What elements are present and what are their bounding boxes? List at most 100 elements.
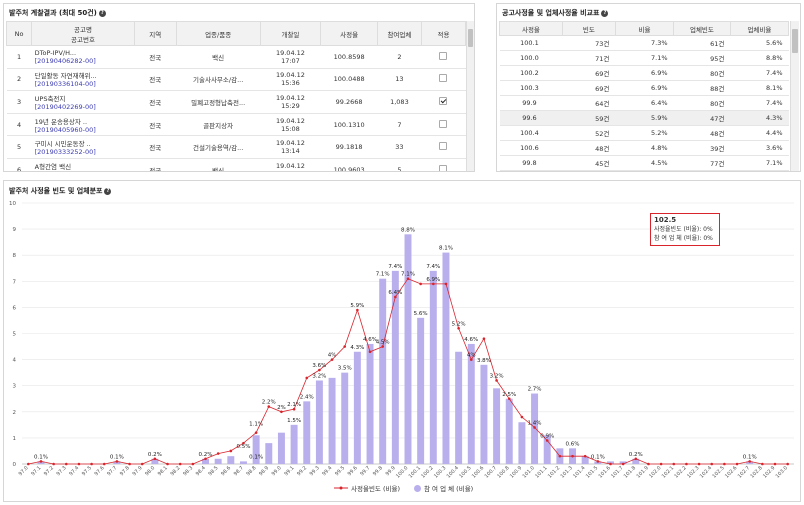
table-row[interactable]: 99.9 64건 6.4% 80건 7.4% bbox=[499, 95, 789, 111]
table-row[interactable]: 3 UPS축전지 [20190402269-00] 전국 밀폐고정형납축전... 19.0… bbox=[6, 90, 466, 114]
bar-mark bbox=[151, 458, 159, 464]
date-day: 19.04.12 bbox=[275, 93, 305, 102]
legend-line-item[interactable]: 사정율빈도 (비율) bbox=[334, 483, 400, 493]
help-icon[interactable]: ? bbox=[601, 9, 609, 17]
table-row[interactable]: 100.6 48건 4.8% 39건 3.6% bbox=[499, 140, 789, 156]
row-count: 2 bbox=[377, 45, 422, 69]
notice-name[interactable]: A형간염 백신 bbox=[34, 162, 72, 171]
compare-cell: 3.6% bbox=[730, 140, 789, 156]
notice-code[interactable]: [20190333252-00] bbox=[34, 148, 96, 157]
row-no: 4 bbox=[6, 113, 32, 137]
notice-name[interactable]: 구미시 시민운동장 .. bbox=[34, 140, 91, 149]
y-tick-label: 5 bbox=[13, 332, 17, 338]
table-row[interactable]: 100.1 73건 7.3% 61건 5.6% bbox=[499, 35, 789, 51]
table-row[interactable]: 100.0 71건 7.1% 95건 8.8% bbox=[499, 50, 789, 66]
row-notice[interactable]: 구미시 시민운동장 .. [20190333252-00] bbox=[31, 135, 135, 159]
row-notice[interactable]: UPS축전지 [20190402269-00] bbox=[31, 90, 135, 114]
table-row[interactable]: 5 구미시 시민운동장 .. [20190333252-00] 전국 건설기술용역/감.… bbox=[6, 135, 466, 159]
notice-name[interactable]: UPS축전지 bbox=[34, 94, 66, 103]
row-notice[interactable]: A형간염 백신[20190405861-00] bbox=[31, 158, 135, 171]
apply-checkbox[interactable] bbox=[439, 142, 448, 151]
x-tick-label: 103.0 bbox=[775, 465, 789, 479]
table-row[interactable]: 99.8 45건 4.5% 77건 7.1% bbox=[499, 155, 789, 171]
data-label: 3.8% bbox=[477, 358, 491, 364]
data-label: 2.5% bbox=[502, 392, 516, 398]
x-tick-label: 102.1 bbox=[661, 465, 675, 479]
bid-col-header: 지역 bbox=[133, 21, 177, 46]
notice-name[interactable]: DToP-IPV/H... bbox=[34, 48, 77, 57]
compare-cell: 4.3% bbox=[730, 110, 789, 126]
data-label: 0.1% bbox=[743, 454, 757, 460]
line-point bbox=[571, 454, 574, 458]
table-row[interactable]: 100.2 69건 6.9% 80건 7.4% bbox=[499, 65, 789, 81]
compare-col-header: 사정율 bbox=[499, 21, 563, 36]
x-tick-label: 97.0 bbox=[18, 465, 30, 477]
table-row[interactable]: 100.4 52건 5.2% 48건 4.4% bbox=[499, 125, 789, 141]
compare-cell: 59건 bbox=[562, 110, 616, 126]
line-point bbox=[166, 462, 169, 466]
row-region: 전국 bbox=[134, 90, 177, 114]
row-notice[interactable]: 단일활동 자연재해위... [20190336104-00] bbox=[31, 68, 135, 92]
x-tick-label: 100.2 bbox=[420, 465, 434, 479]
row-count: 1,083 bbox=[377, 90, 422, 114]
notice-code[interactable]: [20190405960-00] bbox=[34, 125, 96, 134]
notice-code[interactable]: [20190406282-00] bbox=[34, 56, 96, 65]
legend-bar-item[interactable]: 참 여 업 체 (비율) bbox=[414, 483, 473, 493]
table-row[interactable]: 1 DToP-IPV/H... [20190406282-00] 전국 백신 19.04.… bbox=[6, 45, 466, 69]
row-no: 6 bbox=[6, 158, 32, 171]
line-point bbox=[52, 462, 55, 466]
help-icon[interactable]: ? bbox=[98, 9, 106, 17]
line-point bbox=[482, 337, 486, 341]
y-tick-label: 2 bbox=[13, 410, 17, 416]
bid-results-scrollbar[interactable] bbox=[466, 21, 474, 171]
notice-code[interactable]: [20190336104-00] bbox=[34, 80, 96, 89]
notice-name[interactable]: 19년 운송용상자 .. bbox=[34, 117, 88, 126]
table-row[interactable]: 100.3 69건 6.9% 88건 8.1% bbox=[499, 80, 789, 96]
compare-cell: 99.9 bbox=[499, 95, 563, 111]
bid-results-scroll-thumb[interactable] bbox=[468, 29, 473, 47]
apply-checkbox[interactable] bbox=[439, 119, 448, 128]
table-row[interactable]: 4 19년 운송용상자 .. [20190405960-00] 전국 골판지상자 19.0… bbox=[6, 113, 466, 137]
data-label: 0.1% bbox=[110, 454, 124, 460]
rate-compare-scroll-thumb[interactable] bbox=[792, 29, 798, 53]
x-tick-label: 101.9 bbox=[635, 465, 649, 479]
x-tick-label: 97.2 bbox=[43, 465, 55, 477]
data-label: 0.1% bbox=[249, 454, 263, 460]
x-tick-label: 101.6 bbox=[598, 465, 612, 479]
help-icon[interactable]: ? bbox=[104, 187, 112, 195]
table-row[interactable]: 2 단일활동 자연재해위... [20190336104-00] 전국 기술사사무소/감… bbox=[6, 68, 466, 92]
bar-mark bbox=[303, 401, 311, 464]
row-apply bbox=[421, 135, 466, 159]
row-rate: 99.1818 bbox=[320, 135, 378, 159]
rate-compare-scrollbar[interactable] bbox=[790, 21, 799, 171]
line-point bbox=[457, 326, 460, 330]
x-tick-label: 101.4 bbox=[572, 465, 586, 479]
line-point bbox=[545, 439, 549, 442]
compare-cell: 99.6 bbox=[499, 110, 563, 126]
bar-mark bbox=[391, 270, 399, 464]
compare-cell: 48건 bbox=[673, 125, 731, 141]
apply-checkbox[interactable] bbox=[439, 164, 448, 171]
y-tick-label: 6 bbox=[13, 305, 17, 311]
notice-code[interactable]: [20190402269-00] bbox=[34, 102, 96, 111]
compare-cell: 4.8% bbox=[615, 140, 674, 156]
apply-checkbox[interactable] bbox=[439, 96, 448, 105]
row-sector: 건설기술용역/감... bbox=[176, 135, 261, 159]
table-row[interactable]: 99.6 59건 5.9% 47건 4.3% bbox=[499, 110, 789, 126]
row-notice[interactable]: DToP-IPV/H... [20190406282-00] bbox=[31, 45, 135, 69]
row-no: 1 bbox=[6, 45, 32, 69]
row-notice[interactable]: 19년 운송용상자 .. [20190405960-00] bbox=[31, 113, 135, 137]
data-label: 6.4% bbox=[388, 290, 402, 296]
x-tick-label: 100.3 bbox=[433, 465, 447, 479]
row-no: 5 bbox=[6, 135, 32, 159]
notice-name[interactable]: 단일활동 자연재해위... bbox=[34, 72, 97, 81]
date-time: 17:07 bbox=[281, 56, 300, 65]
bid-results-table: No 공고명 공고번호 지역 업종/품종 개찰일 사정율 참여업체 적용 1 DToP-IPV/… bbox=[6, 21, 466, 171]
date-time: 13:13 bbox=[263, 170, 318, 171]
apply-checkbox[interactable] bbox=[439, 51, 448, 60]
data-label: 0.5% bbox=[236, 444, 250, 450]
compare-cell: 4.5% bbox=[615, 155, 674, 171]
apply-checkbox[interactable] bbox=[439, 74, 448, 83]
bar-mark bbox=[227, 456, 235, 464]
